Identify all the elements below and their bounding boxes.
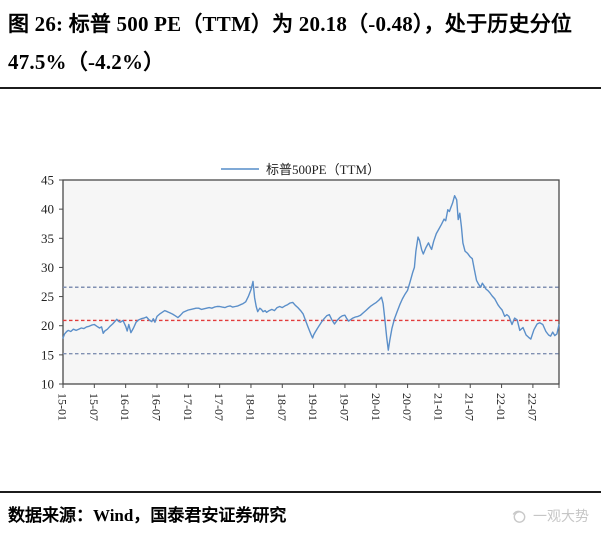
x-tick-label: 19-01 — [306, 393, 320, 421]
x-tick-label: 16-01 — [118, 393, 132, 421]
y-tick-label: 35 — [41, 231, 54, 246]
x-tick-label: 17-01 — [181, 393, 195, 421]
y-tick-label: 20 — [41, 318, 54, 333]
x-tick-label: 21-07 — [463, 393, 477, 421]
pe-ttm-line-chart: 10 15 20 25 30 35 40 45 15-01 15-07 16-01 16-07 17-0… — [41, 176, 560, 421]
x-tick-label: 20-07 — [400, 393, 414, 421]
y-tick-label: 25 — [41, 289, 54, 304]
footer-divider — [0, 491, 601, 493]
x-tick-label: 22-07 — [525, 393, 539, 421]
y-tick-label: 15 — [41, 347, 54, 362]
x-tick-label: 19-07 — [337, 393, 351, 421]
x-tick-label: 18-07 — [275, 393, 289, 421]
figure-title: 图 26: 标普 500 PE（TTM）为 20.18（-0.48），处于历史分… — [8, 12, 573, 74]
legend-label: 标普500PE（TTM） — [265, 162, 381, 177]
y-tick-label: 45 — [41, 176, 54, 188]
x-tick-label: 16-07 — [149, 393, 163, 421]
x-tick-label: 15-07 — [87, 393, 101, 421]
chart-legend: 标普500PE（TTM） — [0, 159, 601, 178]
x-tick-label: 22-01 — [494, 393, 508, 421]
data-source-text: 数据来源：Wind，国泰君安证券研究 — [8, 506, 287, 525]
y-tick-label: 30 — [41, 260, 54, 275]
plot-area — [62, 179, 560, 385]
series-line-sp500-pe-ttm — [62, 195, 560, 351]
watermark-text: 一观大势 — [533, 510, 589, 525]
x-tick-label: 20-01 — [369, 393, 383, 421]
x-tick-label: 21-01 — [431, 393, 445, 421]
watermark-logo-icon — [512, 510, 526, 523]
x-tick-label: 18-01 — [243, 393, 257, 421]
watermark: 一观大势 — [511, 506, 589, 526]
title-divider — [0, 87, 601, 89]
x-tick-label: 17-07 — [212, 393, 226, 421]
y-tick-label: 40 — [41, 202, 54, 217]
legend-line-swatch — [220, 167, 259, 170]
y-tick-label: 10 — [41, 377, 54, 392]
x-tick-label: 15-01 — [56, 393, 70, 421]
